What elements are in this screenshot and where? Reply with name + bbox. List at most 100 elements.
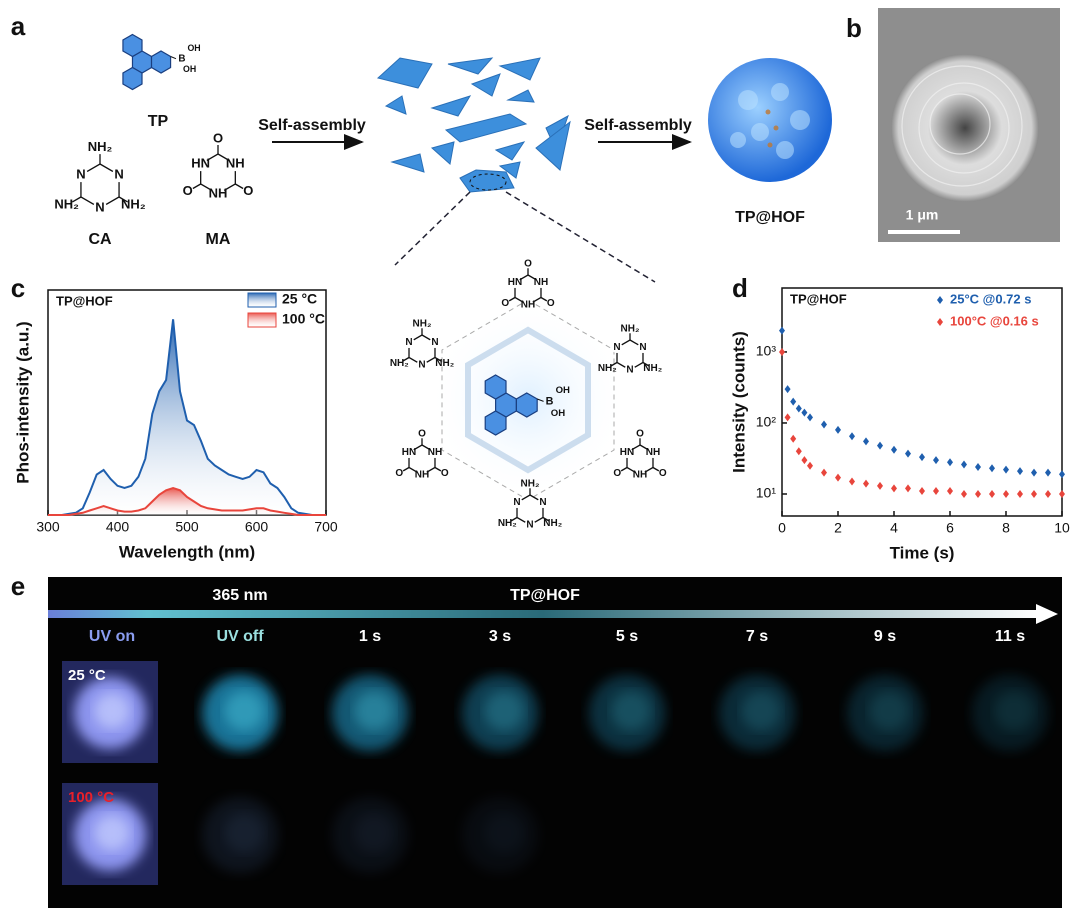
data-point — [933, 456, 939, 465]
bond — [510, 516, 518, 522]
sample-label: TP@HOF — [510, 587, 580, 604]
data-point — [1031, 489, 1037, 498]
bond — [610, 361, 618, 367]
data-point — [784, 413, 791, 422]
series-area — [48, 319, 326, 515]
atom-label: O — [183, 183, 193, 198]
atom-label: O — [636, 428, 644, 439]
panel-label: d — [732, 273, 748, 303]
atom-label: NH — [415, 470, 429, 481]
panel-label: a — [11, 11, 26, 41]
row-label: 100 °C — [68, 789, 114, 806]
atom-label: NH — [521, 300, 535, 311]
data-point — [779, 326, 785, 335]
step-label: Self-assembly — [584, 117, 692, 134]
ring — [150, 50, 172, 74]
data-point — [790, 434, 797, 443]
atom-label: NH — [226, 155, 245, 170]
atom-bg — [634, 469, 646, 481]
time-label: 9 s — [874, 628, 896, 645]
data-point — [1017, 489, 1023, 498]
atom-label: HN — [508, 277, 522, 288]
atom-bg — [611, 342, 623, 353]
photo-sample — [94, 693, 130, 729]
atom-label: N — [626, 365, 633, 376]
ring — [515, 392, 538, 418]
data-point — [801, 408, 808, 417]
atom-label: O — [418, 428, 426, 439]
data-point — [891, 445, 897, 454]
tp-hof-sphere — [708, 58, 832, 182]
bond — [540, 296, 548, 302]
atom-bg — [535, 277, 547, 288]
data-point — [779, 347, 785, 356]
bond — [508, 296, 516, 302]
atom-label: O — [501, 298, 509, 309]
data-point — [905, 484, 911, 493]
legend-label: 100°C @0.16 s — [950, 313, 1039, 328]
atom-label: NH₂ — [598, 363, 617, 374]
data-point — [1003, 465, 1009, 474]
atom-label: HN — [191, 155, 210, 170]
atom-label: HN — [620, 447, 634, 458]
x-axis-title: Wavelength (nm) — [119, 542, 255, 561]
ring — [122, 33, 143, 58]
data-point — [795, 447, 802, 456]
atom-bg — [111, 167, 127, 183]
bond — [234, 183, 244, 190]
atom-bg — [624, 364, 636, 376]
atom-label: O — [524, 258, 532, 269]
data-point — [919, 487, 925, 496]
series-area — [48, 488, 326, 515]
data-point — [1003, 489, 1009, 498]
atom-label: N — [114, 166, 123, 181]
data-point — [849, 477, 855, 486]
atom-bg — [73, 167, 89, 183]
legend-label: 25 °C — [282, 291, 317, 307]
data-point — [821, 420, 827, 429]
atom-bg — [193, 156, 208, 172]
x-tick-label: 10 — [1054, 520, 1070, 536]
zoom-line — [505, 191, 656, 283]
atom-label: N — [539, 497, 546, 508]
data-point — [1017, 467, 1023, 476]
data-point — [947, 487, 953, 496]
atom-label: NH₂ — [435, 358, 454, 369]
atom-label: O — [395, 468, 403, 479]
atom-label: O — [243, 183, 253, 198]
photo-strip — [48, 577, 1062, 908]
time-arrow — [48, 610, 1038, 618]
legend-label: 100 °C — [282, 311, 325, 327]
atom-label: OH — [183, 64, 196, 74]
x-tick-label: 500 — [175, 519, 199, 535]
scale-bar-label: 1 μm — [906, 207, 939, 223]
data-point — [784, 385, 791, 394]
ring — [122, 66, 143, 91]
data-point — [849, 432, 855, 441]
data-point — [795, 404, 802, 413]
atom-label: NH₂ — [543, 518, 562, 529]
atom-bg — [416, 359, 428, 371]
x-tick-label: 2 — [834, 520, 842, 536]
data-point — [877, 441, 883, 450]
time-label: 11 s — [995, 628, 1025, 645]
data-point — [891, 484, 897, 493]
atom-label: NH — [534, 277, 548, 288]
data-point — [961, 489, 967, 498]
atom-label: NH₂ — [88, 139, 113, 154]
atom-bg — [403, 447, 415, 458]
atom-bg — [522, 299, 534, 311]
atom-bg — [511, 497, 523, 508]
data-point — [863, 479, 869, 488]
data-point — [1031, 468, 1037, 477]
atom-label: B — [546, 395, 554, 407]
x-tick-label: 6 — [946, 520, 954, 536]
y-axis-title: Intensity (counts) — [729, 331, 748, 473]
atom-label: N — [639, 342, 646, 353]
data-point — [905, 449, 911, 458]
y-tick-label: 10² — [756, 414, 777, 430]
atom-label: O — [213, 130, 223, 145]
